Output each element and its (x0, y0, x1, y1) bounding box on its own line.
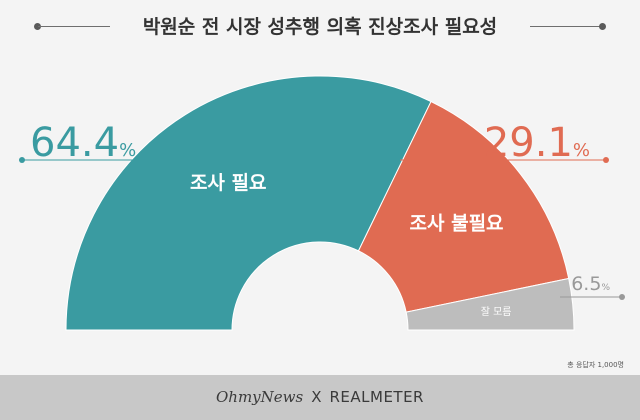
callout-dot-not-needed (603, 157, 609, 163)
title-right-rule (530, 26, 602, 27)
value-unit-not-needed: % (573, 140, 590, 161)
value-label-not-needed: 29.1% (484, 120, 590, 166)
logo-separator: X (311, 388, 322, 406)
title-left-dot (34, 23, 41, 30)
respondents-note: 총 응답자 1,000명 (567, 361, 624, 369)
callout-dot-need (19, 157, 25, 163)
ohmynews-logo: OhmyNews (216, 388, 304, 406)
value-label-unknown: 6.5% (571, 273, 610, 295)
value-number-not-needed: 29.1 (484, 120, 573, 166)
chart-title: 박원순 전 시장 성추행 의혹 진상조사 필요성 (142, 16, 498, 38)
title-left-rule (38, 26, 110, 27)
footer-logos: OhmyNews X REALMETER (0, 388, 640, 406)
slice-unknown (405, 277, 575, 331)
slice-label-unknown: 잘 모름 (481, 306, 512, 318)
title-right-dot (599, 23, 606, 30)
value-number-unknown: 6.5 (571, 273, 601, 295)
slice-label-not-needed: 조사 불필요 (410, 212, 504, 234)
footer-bar: OhmyNews X REALMETER (0, 375, 640, 420)
title-row: 박원순 전 시장 성추행 의혹 진상조사 필요성 (0, 8, 640, 44)
slice-label-need: 조사 필요 (190, 172, 267, 194)
value-number-need: 64.4 (30, 120, 119, 166)
value-unit-need: % (119, 140, 136, 161)
realmeter-logo: REALMETER (329, 388, 424, 406)
value-label-need: 64.4% (30, 120, 136, 166)
slice-not-needed (357, 100, 570, 313)
value-unit-unknown: % (601, 283, 610, 293)
slice-need (65, 75, 432, 331)
callout-dot-unknown (619, 294, 625, 300)
